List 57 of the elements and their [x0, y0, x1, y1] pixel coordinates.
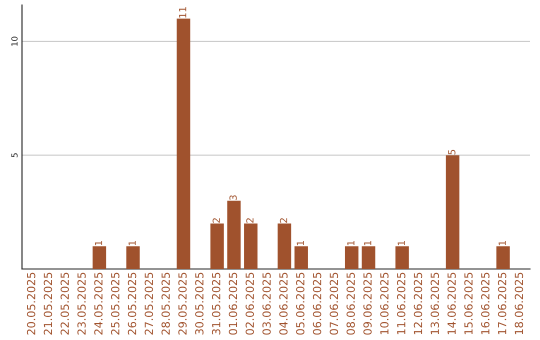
bar	[395, 246, 409, 269]
x-tick-label: 27.05.2025	[144, 272, 154, 335]
x-tick-label: 06.06.2025	[312, 272, 322, 335]
x-tick-label: 01.06.2025	[228, 272, 238, 335]
x-tick-label: 22.05.2025	[60, 272, 69, 335]
x-tick-label: 30.05.2025	[195, 272, 204, 335]
x-tick-label: 17.06.2025	[498, 272, 506, 334]
bar	[446, 155, 460, 269]
x-tick-label: 29.05.2025	[178, 272, 187, 335]
x-tick-label: 12.06.2025	[414, 272, 422, 334]
x-tick-label: 24.05.2025	[94, 272, 103, 335]
x-tick-label: 16.06.2025	[481, 272, 490, 334]
x-tick-label: 25.05.2025	[111, 272, 120, 335]
x-tick-label: 03.06.2025	[262, 272, 271, 335]
x-tick-label: 28.05.2025	[161, 272, 170, 335]
x-tick-label: 09.06.2025	[363, 272, 372, 335]
bar	[92, 246, 106, 269]
data-label: 1	[398, 240, 405, 246]
bar	[278, 223, 292, 269]
x-tick-label: 02.06.2025	[246, 272, 254, 335]
x-tick-label: 18.06.2025	[514, 272, 524, 334]
x-tick-label: 20.05.2025	[26, 272, 36, 335]
bar	[126, 246, 140, 269]
data-label: 11	[179, 7, 186, 18]
x-tick-label: 10.06.2025	[380, 272, 389, 334]
data-label: 1	[347, 240, 354, 246]
x-tick-label: 04.06.2025	[279, 272, 288, 335]
data-label: 1	[296, 240, 304, 246]
data-label: 5	[448, 150, 456, 154]
x-tick-label: 15.06.2025	[464, 272, 473, 334]
bar	[344, 246, 358, 269]
bar	[244, 223, 258, 269]
data-label: 2	[212, 218, 220, 223]
x-tick-label: 05.06.2025	[296, 272, 304, 335]
data-label: 1	[94, 240, 102, 246]
bar	[210, 223, 224, 269]
x-tick-label: 26.05.2025	[128, 272, 136, 335]
data-label: 2	[246, 218, 254, 223]
x-tick-label: 31.05.2025	[212, 272, 220, 335]
x-tick-label: 21.05.2025	[44, 272, 52, 335]
bar	[227, 200, 241, 269]
bar	[176, 18, 190, 269]
x-tick-label: 13.06.2025	[430, 272, 440, 334]
x-tick-label: 07.06.2025	[330, 272, 338, 335]
bar	[362, 246, 376, 269]
bar	[496, 246, 510, 269]
x-tick-label: 14.06.2025	[447, 272, 456, 334]
data-label: 2	[280, 218, 288, 223]
data-label: 1	[498, 240, 506, 246]
data-label: 1	[128, 240, 136, 246]
bar	[294, 246, 308, 269]
x-tick-label: 23.05.2025	[77, 272, 86, 335]
data-label: 3	[229, 195, 237, 200]
y-tick-label: 10	[11, 36, 18, 46]
x-tick-label: 11.06.2025	[396, 272, 406, 334]
x-tick-label: 08.06.2025	[346, 272, 355, 335]
data-label: 1	[364, 240, 372, 246]
